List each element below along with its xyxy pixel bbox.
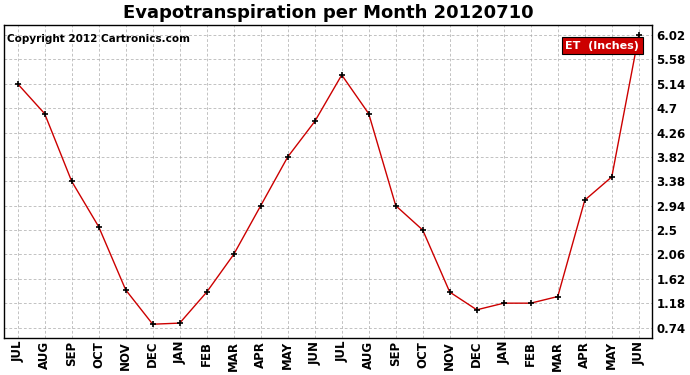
Text: ET  (Inches): ET (Inches) (565, 41, 640, 51)
Text: Copyright 2012 Cartronics.com: Copyright 2012 Cartronics.com (8, 34, 190, 45)
Title: Evapotranspiration per Month 20120710: Evapotranspiration per Month 20120710 (123, 4, 533, 22)
